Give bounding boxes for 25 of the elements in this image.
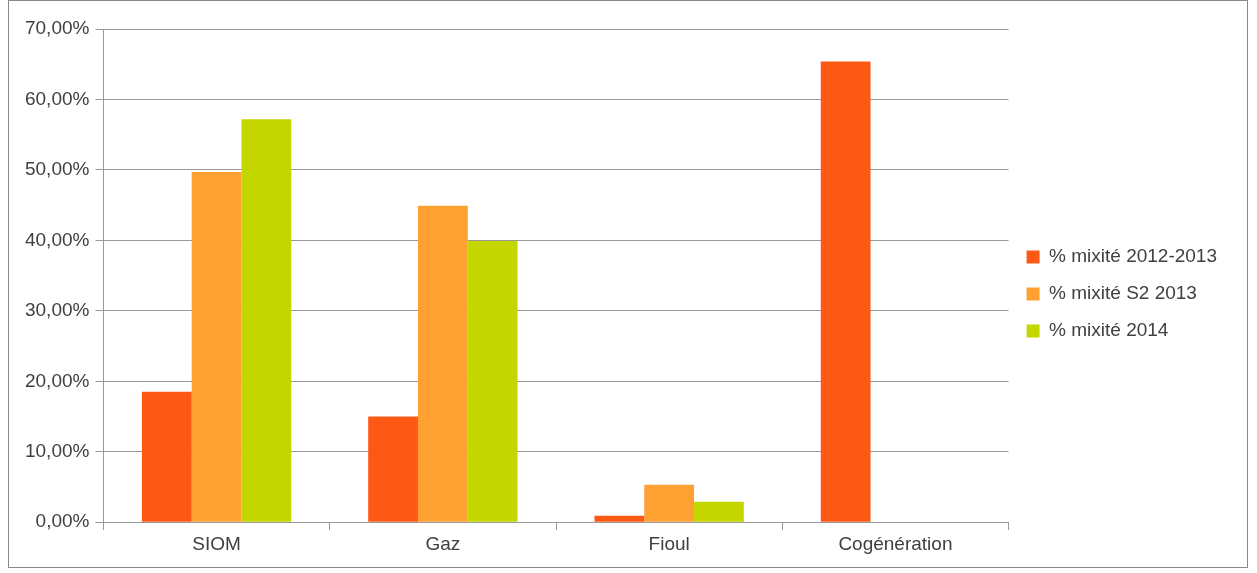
y-tick-label: 20,00%	[24, 369, 90, 391]
legend-label: % mixité 2014	[1049, 319, 1169, 341]
bar	[820, 61, 871, 522]
y-tick-label: 0,00%	[35, 510, 90, 532]
bar	[141, 391, 192, 522]
y-tick-label: 60,00%	[24, 87, 90, 109]
x-tick-label: Cogénération	[838, 532, 953, 554]
legend-label: % mixité 2012-2013	[1049, 245, 1218, 267]
bar	[368, 416, 418, 522]
y-tick-label: 30,00%	[24, 299, 90, 321]
y-tick-label: 70,00%	[24, 17, 90, 39]
y-tick-label: 40,00%	[24, 228, 90, 250]
x-tick-label: Gaz	[425, 532, 461, 554]
bar	[191, 172, 242, 522]
bar	[467, 241, 518, 522]
legend-label: % mixité S2 2013	[1049, 282, 1197, 304]
y-tick-label: 50,00%	[24, 158, 90, 180]
bar	[241, 119, 292, 522]
bar	[594, 515, 645, 522]
bar	[644, 484, 695, 522]
x-tick-label: Fioul	[648, 532, 690, 554]
bar	[694, 501, 744, 522]
y-tick-label: 10,00%	[24, 439, 90, 461]
bar	[417, 205, 468, 522]
x-tick-label: SIOM	[192, 532, 241, 554]
